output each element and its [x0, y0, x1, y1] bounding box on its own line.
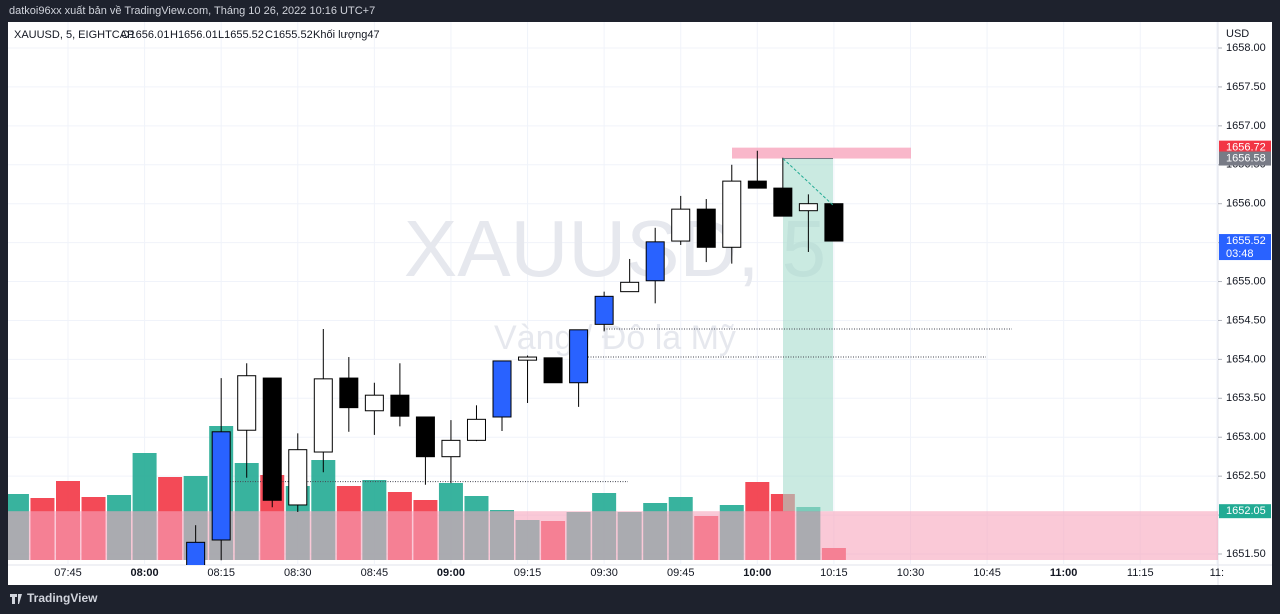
x-tick-label: 09:00: [437, 567, 465, 579]
candle-body: [492, 360, 512, 418]
x-tick-label: 09:30: [590, 567, 618, 579]
candle-body: [824, 203, 844, 242]
candle-body: [415, 416, 435, 458]
legend-open: O1656.01: [121, 29, 169, 41]
price-label-box: [1219, 140, 1271, 155]
countdown: 03:48: [1226, 248, 1254, 260]
y-tick-label: 1653.50: [1226, 392, 1266, 404]
y-tick-label: 1651.50: [1226, 548, 1266, 560]
candle-body: [237, 375, 257, 431]
plot: XAUUSD, 5 Vàng / Đô la Mỹ: [8, 22, 1218, 565]
x-tick-label: 11:15: [1127, 567, 1154, 579]
y-tick-label: 1657.50: [1226, 81, 1266, 93]
price-label: 1652.05: [1226, 505, 1266, 517]
candle-body: [645, 241, 665, 282]
candle-body: [186, 541, 206, 565]
candle-body: [594, 295, 614, 325]
y-tick-label: 1654.50: [1226, 314, 1266, 326]
y-tick-label: 1654.00: [1226, 353, 1266, 365]
candle-body: [696, 208, 716, 248]
axes: USD 1658.001657.501657.001656.501656.001…: [54, 28, 1271, 579]
candle-body: [620, 281, 640, 293]
candle-body: [313, 378, 333, 453]
candle-body: [569, 329, 589, 384]
stop-zone: [732, 147, 911, 159]
legend-volume: Khối lượng47: [313, 29, 380, 41]
y-tick-label: 1657.00: [1226, 120, 1266, 132]
legend: XAUUSD, 5, EIGHTCAP O1656.01 H1656.01 L1…: [14, 29, 380, 41]
price-label-box: [1219, 234, 1271, 261]
target-zone: [8, 511, 1218, 560]
legend-close: C1655.52: [265, 29, 313, 41]
watermark-subtitle: Vàng / Đô la Mỹ: [494, 319, 736, 357]
x-tick-label: 09:45: [667, 567, 695, 579]
price-label-box: [1219, 151, 1271, 166]
y-tick-label: 1653.00: [1226, 431, 1266, 443]
candle-body: [671, 208, 691, 242]
y-tick-label: 1656.00: [1226, 198, 1266, 210]
y-tick-label: 1655.00: [1226, 275, 1266, 287]
candle-body: [543, 357, 563, 384]
candle-body: [211, 431, 231, 541]
x-tick-label: 11:: [1210, 567, 1224, 579]
candle-body: [466, 418, 486, 441]
y-tick-label: 1652.50: [1226, 470, 1266, 482]
candle-body: [288, 449, 308, 506]
x-tick-label: 10:00: [743, 567, 771, 579]
trend-dash: [782, 158, 835, 207]
brand-logo: [10, 594, 22, 604]
x-tick-label: 08:30: [284, 567, 312, 579]
y-tick-label: 1658.00: [1226, 42, 1266, 54]
x-tick-label: 09:15: [514, 567, 542, 579]
brand: TradingView: [10, 591, 98, 605]
watermark: XAUUSD, 5: [404, 204, 826, 293]
candle-body: [364, 394, 384, 412]
candle-body: [773, 187, 793, 217]
x-tick-label: 08:00: [131, 567, 159, 579]
legend-high: H1656.01: [170, 29, 218, 41]
candle-body: [518, 356, 538, 361]
candle-body: [722, 180, 742, 248]
x-tick-label: 08:15: [207, 567, 235, 579]
publish-line: datkoi96xx xuất bản về TradingView.com, …: [9, 5, 375, 17]
candle-body: [747, 180, 767, 189]
x-tick-label: 10:30: [897, 567, 925, 579]
candle-body: [441, 439, 461, 458]
x-tick-label: 11:00: [1050, 567, 1078, 579]
legend-low: L1655.52: [218, 29, 264, 41]
x-tick-label: 10:15: [820, 567, 848, 579]
brand-name: TradingView: [27, 591, 98, 605]
currency: USD: [1226, 28, 1249, 40]
x-tick-label: 10:45: [973, 567, 1001, 579]
candle-body: [798, 203, 818, 212]
legend-symbol: XAUUSD, 5, EIGHTCAP: [14, 29, 134, 41]
candle-body: [339, 377, 359, 409]
price-label-box: [1219, 504, 1271, 519]
x-tick-label: 08:45: [361, 567, 389, 579]
candle-body: [262, 377, 282, 501]
x-tick-label: 07:45: [54, 567, 82, 579]
price-label: 1656.72: [1226, 142, 1266, 154]
price-label: 1656.58: [1226, 152, 1266, 164]
candle-body: [390, 394, 410, 417]
price-label: 1655.52: [1226, 235, 1266, 247]
